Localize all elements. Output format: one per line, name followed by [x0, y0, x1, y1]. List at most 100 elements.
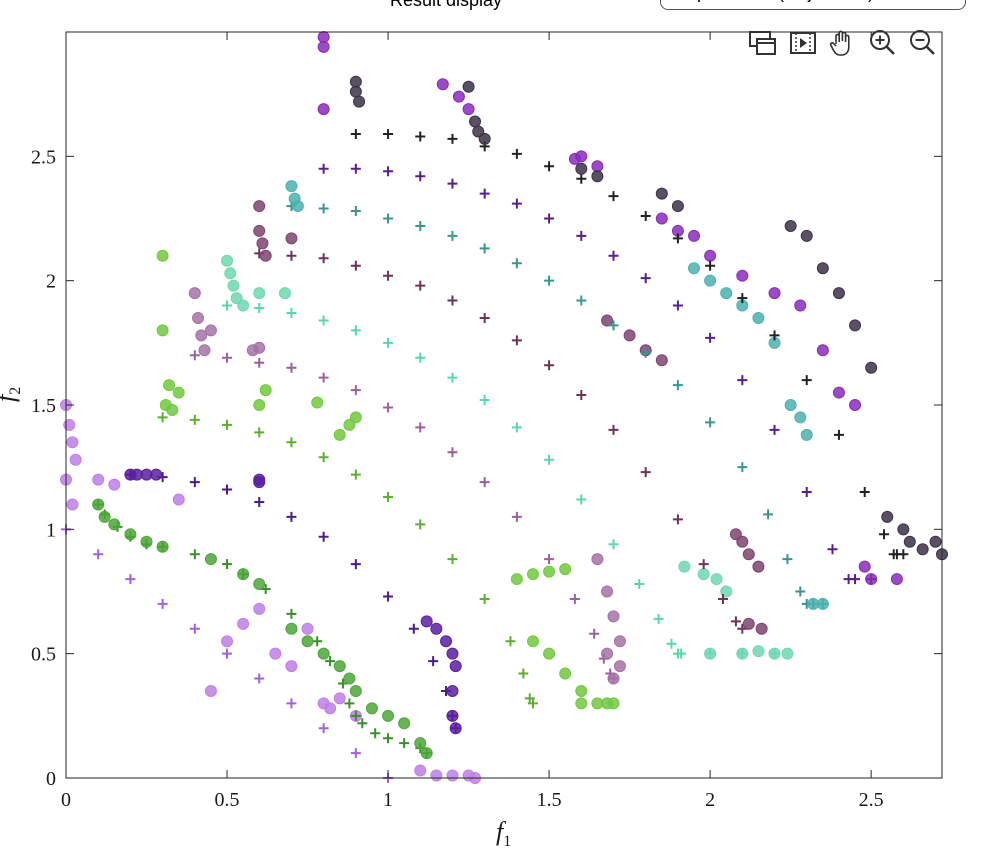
- animate-button[interactable]: [785, 24, 821, 62]
- zoom-in-button[interactable]: [865, 24, 901, 62]
- data-point-circle: [163, 379, 176, 392]
- data-point-plus: [318, 315, 329, 326]
- data-point-circle: [784, 399, 797, 411]
- zoom-out-button[interactable]: [905, 24, 941, 62]
- data-point-plus: [318, 163, 329, 174]
- data-point-plus: [763, 509, 774, 520]
- data-point-circle: [446, 769, 459, 782]
- data-point-circle: [140, 535, 153, 548]
- data-point-plus: [511, 258, 522, 269]
- data-point-circle: [849, 319, 862, 332]
- data-point-circle: [449, 722, 462, 735]
- data-point-plus: [254, 496, 265, 507]
- data-point-plus: [286, 437, 297, 448]
- data-point-plus: [312, 636, 323, 647]
- data-point-plus: [222, 419, 233, 430]
- data-point-circle: [224, 267, 237, 280]
- play-icon: [790, 32, 816, 54]
- data-point-plus: [782, 554, 793, 565]
- data-point-plus: [511, 422, 522, 433]
- data-point-plus: [415, 131, 426, 142]
- data-point-plus: [350, 710, 361, 721]
- data-point-plus: [730, 616, 741, 627]
- data-point-circle: [720, 287, 733, 300]
- data-point-plus: [286, 362, 297, 373]
- data-point-plus: [286, 608, 297, 619]
- series-9: [188, 287, 626, 685]
- data-point-circle: [736, 269, 749, 282]
- data-point-plus: [428, 656, 439, 667]
- data-point-plus: [827, 544, 838, 555]
- data-point-plus: [383, 337, 394, 348]
- data-point-plus: [318, 452, 329, 463]
- data-point-circle: [478, 132, 491, 145]
- data-point-circle: [398, 717, 411, 730]
- data-point-plus: [801, 375, 812, 386]
- data-point-circle: [678, 560, 691, 573]
- export-button[interactable]: [745, 24, 781, 62]
- data-point-plus: [157, 412, 168, 423]
- data-point-circle: [221, 254, 234, 267]
- data-point-plus: [833, 429, 844, 440]
- data-point-circle: [92, 498, 105, 511]
- data-point-circle: [752, 645, 765, 658]
- data-point-circle: [253, 200, 266, 213]
- data-point-plus: [447, 554, 458, 565]
- data-point-circle: [237, 299, 250, 312]
- series-17: [317, 30, 903, 586]
- data-point-plus: [222, 352, 233, 363]
- data-point-circle: [865, 573, 878, 586]
- data-point-circle: [449, 660, 462, 673]
- data-point-plus: [608, 250, 619, 261]
- data-point-circle: [613, 660, 626, 673]
- series-8: [189, 350, 619, 684]
- data-point-circle: [204, 684, 217, 697]
- series-5: [124, 468, 462, 735]
- data-point-circle: [452, 90, 465, 103]
- y-tick-label: 2: [46, 271, 56, 293]
- data-point-circle: [204, 553, 217, 566]
- data-point-circle: [420, 615, 433, 628]
- data-point-plus: [576, 295, 587, 306]
- series-3: [92, 498, 433, 760]
- data-point-circle: [575, 150, 588, 163]
- data-point-circle: [881, 510, 894, 523]
- data-point-circle: [353, 95, 366, 108]
- zoom-in-icon: [870, 30, 895, 55]
- objective-selector[interactable]: Operation - (Objectives): [660, 0, 966, 10]
- data-point-circle: [800, 428, 813, 441]
- data-point-circle: [124, 528, 137, 541]
- data-point-plus: [93, 549, 104, 560]
- data-point-circle: [736, 647, 749, 660]
- data-point-circle: [156, 249, 169, 262]
- data-point-circle: [890, 573, 903, 586]
- pan-button[interactable]: [825, 24, 861, 62]
- data-point-circle: [755, 622, 768, 635]
- data-point-plus: [415, 220, 426, 231]
- data-point-plus: [479, 243, 490, 254]
- data-point-circle: [832, 386, 845, 399]
- result-display-label: Result display: [390, 0, 503, 10]
- data-point-plus: [350, 748, 361, 759]
- data-point-circle: [601, 314, 614, 327]
- data-point-circle: [227, 279, 240, 292]
- data-point-plus: [357, 718, 368, 729]
- data-point-circle: [98, 510, 111, 523]
- data-point-circle: [816, 262, 829, 275]
- data-point-circle: [150, 468, 163, 481]
- data-point-circle: [559, 563, 572, 576]
- data-point-plus: [383, 402, 394, 413]
- y-tick-label: 0.5: [31, 644, 56, 666]
- data-point-circle: [317, 30, 330, 43]
- data-point-plus: [479, 477, 490, 488]
- data-point-circle: [752, 311, 765, 324]
- series-1: [60, 399, 482, 784]
- data-point-plus: [350, 325, 361, 336]
- data-point-plus: [325, 656, 336, 667]
- data-point-plus: [672, 380, 683, 391]
- data-point-plus: [222, 648, 233, 659]
- data-point-plus: [383, 492, 394, 503]
- data-point-plus: [705, 332, 716, 343]
- data-point-circle: [655, 187, 668, 200]
- data-point-plus: [189, 350, 200, 361]
